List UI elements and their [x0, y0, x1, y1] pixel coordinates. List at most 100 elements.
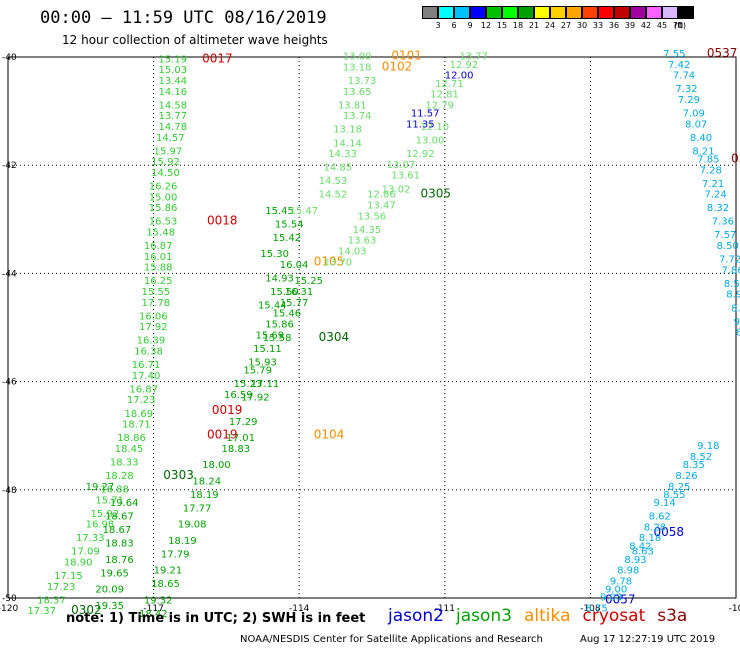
- x-tick-label: -10: [729, 604, 740, 614]
- wave-height-value: 16.88: [100, 485, 129, 496]
- colorbar-label: 24: [544, 21, 556, 30]
- wave-height-value: 7.55: [663, 49, 685, 60]
- wave-height-value: 14.85: [323, 163, 352, 174]
- wave-height-value: 14.78: [158, 122, 187, 133]
- wave-height-value: 15.71: [95, 495, 124, 506]
- wave-height-value: 14.03: [338, 246, 367, 257]
- wave-height-value: 16.59: [224, 390, 253, 401]
- wave-height-value: 16.25: [144, 276, 173, 287]
- pass-id-label: 0018: [207, 214, 238, 228]
- wave-height-value: 15.23: [234, 379, 263, 390]
- wave-height-value: 16.53: [149, 217, 178, 228]
- wave-height-value: 15.47: [289, 206, 318, 217]
- wave-height-value: 8.21: [692, 146, 714, 157]
- colorbar-swatch: [646, 6, 662, 19]
- wave-height-value: 17.11: [251, 379, 280, 390]
- wave-height-value: 9.00: [605, 585, 627, 596]
- wave-height-value: 16.39: [137, 336, 166, 347]
- x-tick-label: -108: [580, 604, 601, 614]
- x-tick-label: -120: [0, 604, 18, 614]
- wave-height-value: 17.15: [54, 571, 83, 582]
- wave-height-value: 13.77: [459, 52, 488, 63]
- wave-height-value: 15.92: [151, 157, 180, 168]
- pass-id-label: 0104: [314, 427, 345, 441]
- wave-height-value: 15.93: [248, 357, 277, 368]
- wave-height-value: 15.30: [260, 249, 289, 260]
- wave-height-value: 13.44: [158, 76, 187, 87]
- wave-height-value: 8.63: [632, 547, 654, 558]
- colorbar-label: 33: [592, 21, 604, 30]
- wave-height-value: 8.08: [731, 303, 740, 314]
- colorbar-label: 39: [624, 21, 636, 30]
- colorbar-swatch: [438, 6, 454, 19]
- map-subtitle: 12 hour collection of altimeter wave hei…: [62, 33, 328, 47]
- wave-height-value: 9.78: [610, 576, 632, 587]
- wave-height-value: 18.24: [192, 476, 221, 487]
- wave-height-value: 13.81: [338, 100, 367, 111]
- wave-height-value: 13.00: [416, 136, 445, 147]
- pass-id-label: 0302: [71, 603, 102, 617]
- wave-height-value: 15.46: [273, 309, 302, 320]
- wave-height-value: 8.93: [624, 555, 646, 566]
- wave-height-value: 14.93: [265, 274, 294, 285]
- colorbar-swatch: [518, 6, 534, 19]
- wave-height-value: 18.83: [105, 539, 134, 550]
- wave-height-value: 15.55: [141, 287, 170, 298]
- wave-height-value: 15.58: [263, 333, 292, 344]
- colorbar-label: 27: [560, 21, 572, 30]
- wave-height-value: 15.86: [265, 320, 294, 331]
- wave-height-value: 20.09: [95, 585, 124, 596]
- wave-height-value: 8.35: [683, 460, 705, 471]
- wave-height-value: 14.35: [353, 225, 382, 236]
- wave-height-value: 15.50: [270, 287, 299, 298]
- wave-height-value: 9.14: [653, 498, 675, 509]
- wave-height-value: 17.92: [241, 393, 270, 404]
- colorbar-swatch: [502, 6, 518, 19]
- legend-item-altika: altika: [524, 606, 571, 626]
- wave-height-value: 14.52: [319, 190, 348, 201]
- wave-height-value: 19.64: [110, 498, 139, 509]
- pass-id-label: 0537: [707, 46, 738, 60]
- wave-height-value: 12.92: [450, 60, 479, 71]
- pass-id-label: 0019: [207, 427, 238, 441]
- wave-height-value: 16.38: [134, 347, 163, 358]
- wave-height-value: 15.00: [149, 192, 178, 203]
- wave-height-value: 14.33: [328, 149, 357, 160]
- wave-height-value: 18.83: [222, 444, 251, 455]
- wave-height-value: 18.67: [105, 512, 134, 523]
- legend-item-cryosat: cryosat: [582, 606, 646, 626]
- wave-height-value: 18.19: [190, 490, 219, 501]
- wave-height-value: 13.07: [387, 160, 416, 171]
- wave-height-value: 15.48: [146, 228, 175, 239]
- wave-height-value: 15.44: [258, 301, 287, 312]
- pass-id-label: 0304: [319, 330, 350, 344]
- wave-height-value: 14.57: [156, 133, 185, 144]
- wave-height-value: 16.06: [139, 311, 168, 322]
- wave-height-value: 11.35: [406, 119, 435, 130]
- wave-height-value: 13.02: [382, 184, 411, 195]
- wave-height-value: 7.21: [702, 179, 724, 190]
- wave-height-value: 19.08: [178, 520, 207, 531]
- wave-height-value: 7.32: [675, 84, 697, 95]
- colorbar-unit: (ft): [673, 21, 687, 30]
- wave-height-value: 18.28: [105, 471, 134, 482]
- legend-item-jason2: jason2: [388, 606, 444, 626]
- wave-height-value: 7.09: [683, 109, 705, 120]
- y-tick-label: -48: [2, 486, 17, 496]
- wave-height-value: 17.78: [141, 298, 170, 309]
- wave-height-value: 17.09: [71, 547, 100, 558]
- x-tick-label: -114: [289, 604, 310, 614]
- wave-height-value: 8.97: [726, 290, 740, 301]
- wave-height-value: 14.14: [333, 138, 362, 149]
- colorbar-label: 9: [467, 21, 473, 30]
- wave-height-value: 17.40: [132, 371, 161, 382]
- wave-height-value: 13.18: [333, 125, 362, 136]
- wave-height-value: 8.32: [707, 203, 729, 214]
- colorbar-label: 12: [480, 21, 492, 30]
- wave-height-value: 12.71: [435, 79, 464, 90]
- wave-height-value: 8.75: [586, 604, 608, 615]
- wave-height-value: 19.35: [95, 601, 124, 612]
- wave-height-value: 19.65: [100, 568, 129, 579]
- wave-height-value: 18.76: [105, 555, 134, 566]
